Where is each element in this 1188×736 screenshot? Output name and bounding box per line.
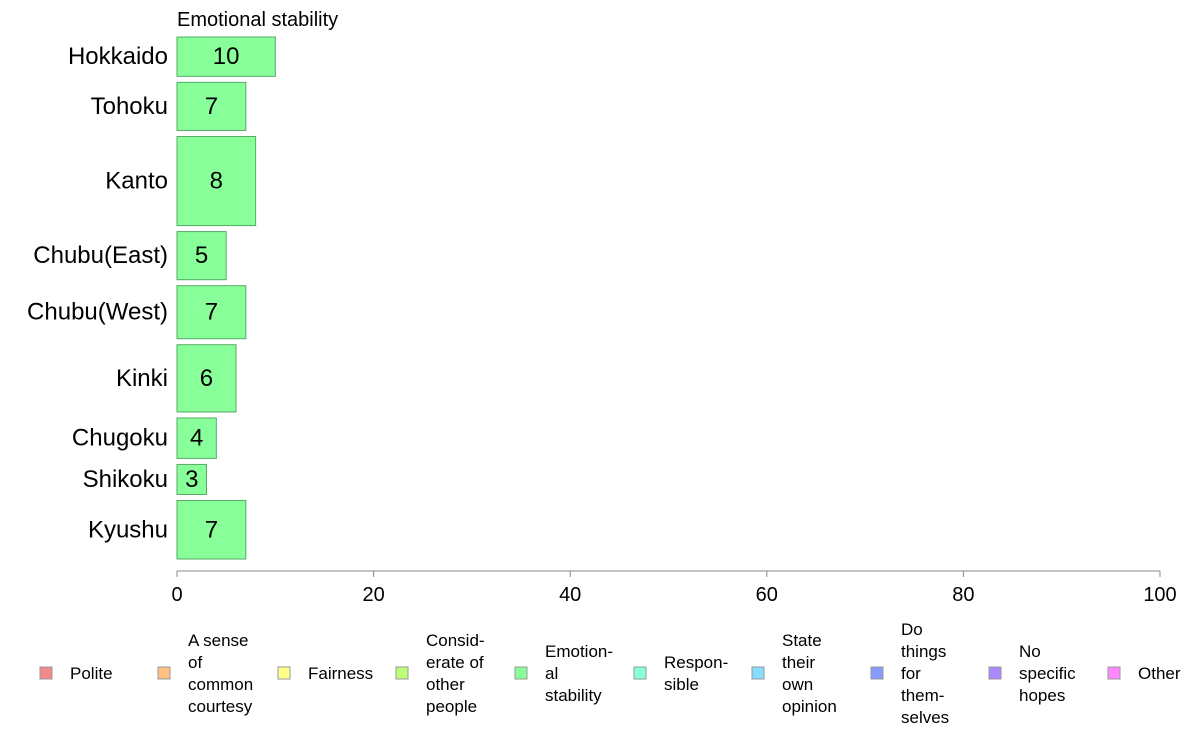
legend-swatch — [751, 666, 765, 680]
category-label: Chubu(West) — [27, 299, 168, 326]
bar-value-label: 3 — [185, 466, 198, 493]
bar-value-label: 4 — [190, 425, 203, 452]
chart-title: Emotional stability — [177, 9, 338, 31]
bar-kinki — [176, 344, 237, 413]
bar-kanto — [176, 135, 257, 227]
bar-chugoku — [176, 417, 217, 459]
legend-label: Other — [1138, 664, 1181, 683]
bar-tohoku — [176, 81, 247, 131]
legend-swatch — [514, 666, 528, 680]
bar-chubu-east- — [176, 231, 227, 281]
category-label: Chubu(East) — [33, 242, 168, 269]
category-label: Chugoku — [72, 425, 168, 452]
bar-kyushu — [176, 500, 247, 560]
legend-swatch — [1107, 666, 1121, 680]
category-label: Kinki — [116, 365, 168, 392]
legend-swatch — [870, 666, 884, 680]
bar-value-label: 10 — [213, 43, 240, 70]
legend-label: Do things for them-selves — [901, 620, 949, 727]
legend-swatch — [633, 666, 647, 680]
x-tick-label: 60 — [756, 584, 778, 606]
legend-swatch — [277, 666, 291, 680]
bar-value-label: 5 — [195, 242, 208, 269]
legend-label: Fairness — [308, 664, 373, 683]
bar-chubu-west- — [176, 285, 247, 340]
legend-swatch — [988, 666, 1002, 680]
x-tick-label: 40 — [559, 584, 581, 606]
x-tick-label: 0 — [171, 584, 182, 606]
x-tick-label: 80 — [952, 584, 974, 606]
category-label: Kyushu — [88, 516, 168, 543]
x-tick-label: 100 — [1143, 584, 1176, 606]
x-axis: 0 20 40 60 80 100 — [171, 570, 1177, 606]
legend-label: Polite — [70, 664, 113, 683]
legend-label: Emotion-al stability — [545, 642, 613, 705]
category-label: Hokkaido — [68, 43, 168, 70]
category-label: Tohoku — [91, 93, 168, 120]
category-label: Kanto — [105, 168, 168, 195]
x-tick-label: 20 — [362, 584, 384, 606]
legend-label: Respon-sible — [664, 653, 728, 694]
legend-swatch — [157, 666, 171, 680]
category-label: Shikoku — [83, 466, 168, 493]
bars-group: 10 Hokkaido 7 Tohoku 8 Kanto 5 Chubu(East) 7 Chub… — [27, 36, 276, 560]
legend-label: State their own opinion — [782, 631, 837, 716]
legend: Polite A sense of common courtesy Fairness Con… — [39, 620, 1181, 727]
bar-shikoku — [176, 463, 207, 496]
legend-label: A sense of common courtesy — [188, 631, 253, 716]
bar-value-label: 7 — [205, 516, 218, 543]
bar-hokkaido — [176, 36, 276, 77]
legend-swatch — [39, 666, 53, 680]
legend-label: No specific hopes — [1019, 642, 1076, 705]
legend-swatch — [395, 666, 409, 680]
bar-value-label: 8 — [210, 168, 223, 195]
bar-value-label: 6 — [200, 365, 213, 392]
bar-value-label: 7 — [205, 299, 218, 326]
bar-value-label: 7 — [205, 93, 218, 120]
legend-label: Consid-erate of other people — [426, 631, 485, 716]
